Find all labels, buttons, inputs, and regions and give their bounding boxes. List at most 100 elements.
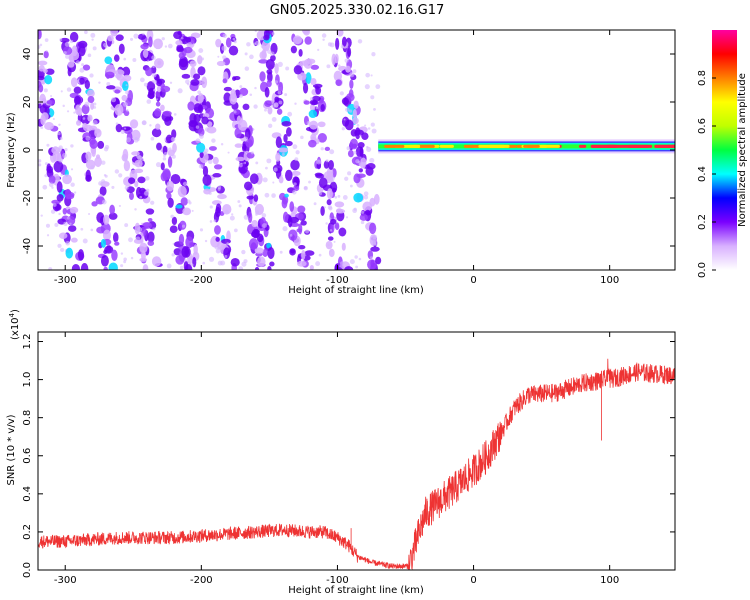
- noise-blob: [310, 64, 320, 70]
- noise-speck: [209, 205, 213, 209]
- noise-blob: [156, 85, 162, 93]
- noise-blob: [234, 127, 242, 139]
- signal-peak: [384, 144, 405, 148]
- noise-speck: [150, 136, 155, 141]
- noise-blob: [326, 199, 332, 206]
- noise-blob: [197, 104, 204, 114]
- noise-blob: [323, 160, 330, 169]
- noise-blob: [349, 79, 354, 90]
- noise-blob: [267, 265, 272, 270]
- noise-speck: [238, 163, 243, 168]
- noise-speck: [66, 216, 70, 220]
- noise-speck: [254, 30, 257, 33]
- noise-speck: [60, 173, 64, 177]
- noise-speck: [331, 179, 335, 183]
- noise-speck: [104, 144, 110, 150]
- noise-speck: [280, 174, 283, 178]
- noise-speck: [360, 220, 365, 225]
- noise-blob: [267, 247, 275, 260]
- noise-blob: [97, 140, 105, 149]
- noise-blob: [316, 162, 322, 170]
- noise-speck: [204, 127, 210, 132]
- noise-speck: [51, 186, 54, 189]
- noise-speck: [318, 253, 322, 257]
- noise-blob: [249, 173, 259, 185]
- noise-blob: [154, 108, 162, 117]
- noise-blob: [85, 174, 92, 182]
- noise-speck: [229, 215, 235, 221]
- signal-peak: [408, 144, 418, 148]
- noise-speck: [309, 97, 314, 101]
- noise-blob: [334, 222, 340, 230]
- noise-blob: [257, 256, 266, 267]
- noise-speck: [374, 243, 378, 246]
- noise-blob: [274, 63, 279, 74]
- noise-blob: [303, 100, 310, 105]
- noise-blob: [267, 71, 273, 83]
- noise-blob: [160, 85, 171, 93]
- noise-speck: [64, 148, 68, 152]
- noise-blob: [160, 104, 165, 112]
- noise-blob: [67, 67, 72, 77]
- noise-blob: [293, 185, 300, 192]
- noise-speck: [145, 188, 150, 193]
- noise-blob: [309, 264, 314, 270]
- noise-blob: [266, 79, 272, 88]
- noise-speck: [244, 52, 248, 56]
- noise-blob: [38, 30, 42, 40]
- noise-blob: [178, 233, 185, 246]
- colorbar-label: Normalized spectral amplitude: [737, 73, 748, 227]
- noise-blob: [297, 72, 307, 81]
- noise-speck: [211, 138, 216, 143]
- noise-speck: [344, 58, 349, 63]
- noise-blob: [175, 40, 183, 46]
- snr-ytick-label: 0.8: [22, 410, 33, 426]
- noise-blob: [263, 34, 270, 41]
- noise-speck: [38, 159, 42, 163]
- noise-speck: [365, 72, 371, 78]
- noise-speck: [308, 180, 311, 184]
- noise-blob: [353, 100, 359, 109]
- noise-blob: [157, 60, 162, 66]
- noise-speck: [264, 192, 270, 198]
- noise-speck: [163, 154, 166, 158]
- noise-blob: [349, 138, 359, 150]
- noise-speck: [155, 98, 158, 101]
- noise-speck: [371, 128, 377, 134]
- noise-speck: [38, 45, 41, 50]
- spectrogram-ytick-label: 0: [22, 147, 33, 153]
- noise-blob: [46, 165, 54, 174]
- noise-speck: [294, 102, 297, 105]
- noise-blob: [79, 77, 85, 85]
- noise-blob: [147, 217, 153, 222]
- noise-speck: [159, 39, 162, 42]
- noise-blob: [304, 36, 312, 45]
- noise-speck: [208, 191, 212, 195]
- noise-blob: [317, 133, 327, 143]
- noise-speck: [69, 222, 72, 225]
- noise-speck: [289, 234, 293, 237]
- noise-blob: [75, 104, 81, 116]
- noise-speck: [359, 134, 362, 137]
- noise-speck: [345, 216, 349, 219]
- noise-blob: [341, 97, 349, 106]
- noise-speck: [249, 54, 254, 60]
- noise-blob: [221, 238, 231, 244]
- noise-speck: [171, 253, 175, 257]
- noise-speck: [101, 199, 107, 205]
- noise-blob: [315, 173, 325, 179]
- noise-speck: [215, 248, 221, 254]
- noise-blob: [298, 49, 303, 57]
- noise-speck: [271, 103, 277, 109]
- noise-speck: [264, 46, 268, 50]
- noise-blob: [289, 248, 296, 256]
- noise-speck: [59, 136, 63, 140]
- spectrogram-ytick-label: -20: [22, 190, 33, 206]
- colorbar-tick-label: 0.2: [697, 214, 708, 230]
- snr-y-label: SNR (10 * v/v): [6, 414, 17, 485]
- noise-speck: [125, 90, 130, 95]
- noise-speck: [123, 57, 127, 61]
- noise-speck: [182, 181, 188, 187]
- noise-speck: [260, 44, 265, 49]
- noise-blob: [115, 123, 123, 133]
